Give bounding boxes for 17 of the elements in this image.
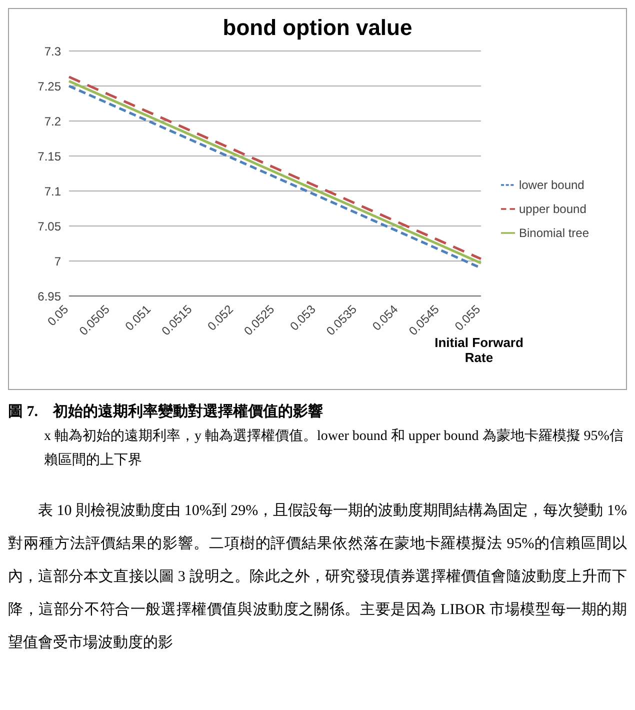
legend-label: Binomial tree — [518, 226, 589, 240]
y-tick-label: 7.05 — [38, 219, 62, 234]
y-tick-label: 7.1 — [44, 184, 62, 198]
caption: 圖 7. 初始的遠期利率變動對選擇權價值的影響 — [8, 402, 324, 421]
y-tick-label: 7.25 — [38, 79, 62, 94]
chart-title: bond option value — [222, 15, 414, 41]
y-tick-label: 7.15 — [38, 149, 62, 164]
x-tick-label: 0.05 — [44, 302, 72, 329]
x-axis-title: Initial Forward Rate — [434, 335, 524, 365]
y-tick-label: 7 — [54, 254, 62, 268]
y-tick-label: 7.3 — [44, 44, 62, 58]
y-tick-label: 7.2 — [44, 114, 62, 128]
legend-label: lower bound — [518, 178, 584, 192]
y-tick-label: 6.95 — [38, 289, 62, 304]
legend-label: upper bound — [518, 202, 586, 216]
text: x 軸為初始的遠期利率，y 軸為選擇權價值。lower bound 和 upper bound 為蒙地卡羅模擬 95%信賴區間的上下界 — [44, 427, 624, 470]
text: 表 10 則檢視波動度由 10%到 29%，且假設每一期的波動度期間結構為固定，每次變動 1%對兩種方法評價結果的影響。二項樹的評價結果依然落在蒙地卡羅模擬法 95%的信賴區間以內，這部分本文直接以圖 3 說明之。除此之外，研究發現債券選擇權價值會隨波動度上升而下降，這部分不符合一般選擇權價值與波動度之關係。主要是因為 LIBOR 市場模型每一期的期望值會受市場波動度的影 — [8, 501, 627, 653]
